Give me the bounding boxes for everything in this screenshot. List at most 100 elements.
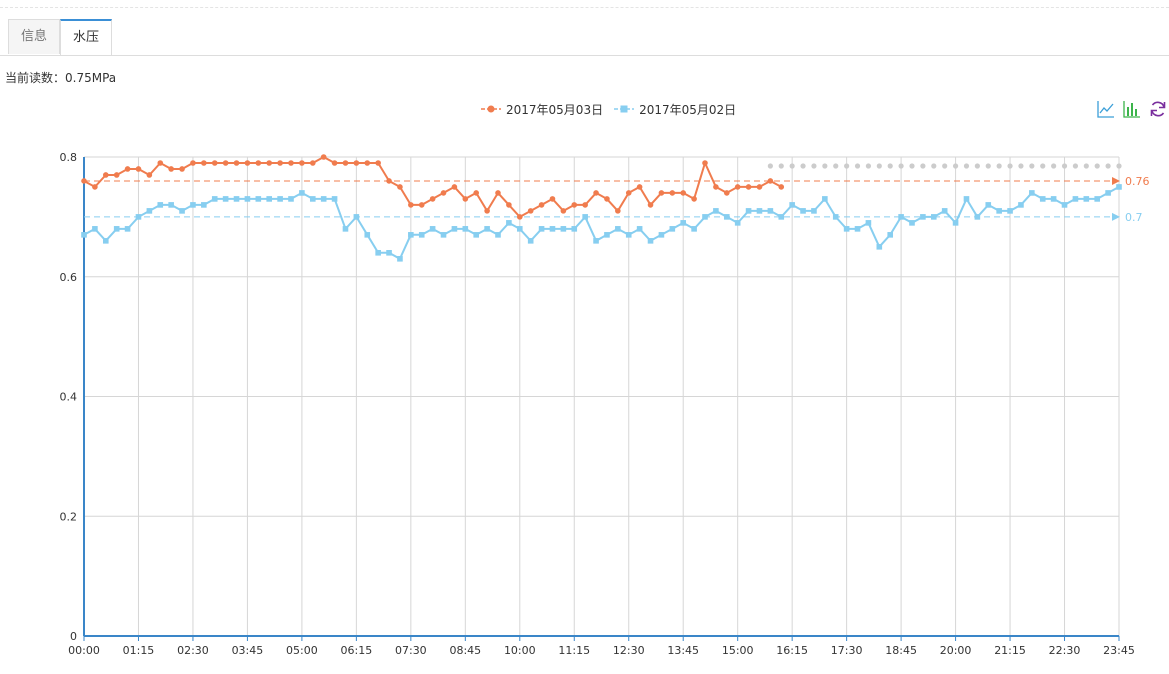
x-tick-label: 20:00 (940, 644, 972, 657)
series-2-point (615, 226, 621, 232)
series-1-point (756, 184, 763, 190)
series-2-point (1050, 196, 1057, 202)
series-1-point (625, 190, 632, 196)
y-tick-label: 0 (70, 630, 77, 643)
projection-point (789, 163, 795, 169)
series-2-point (1105, 190, 1111, 196)
projection-point (833, 163, 839, 169)
series-2-point (985, 202, 992, 208)
series-1-point (408, 202, 414, 208)
series-1-point (462, 196, 469, 202)
series-2-point (1018, 202, 1024, 208)
mark-line-arrow-icon (1112, 176, 1120, 185)
projection-point (767, 163, 773, 169)
x-tick-label: 21:15 (994, 644, 1026, 657)
series-2-point (832, 214, 839, 220)
series-1-point (222, 160, 229, 166)
projection-point (865, 163, 872, 169)
projection-point (996, 163, 1002, 169)
series-2-point (854, 226, 861, 232)
tab-info[interactable]: 信息 (8, 19, 61, 54)
projection-point (974, 163, 980, 169)
tab-bar: 信息 水压 (8, 19, 113, 56)
projection-point (985, 163, 991, 169)
series-2-point (604, 232, 610, 238)
series-1-point (309, 160, 316, 166)
series-2-point (941, 208, 948, 214)
series-2-point (691, 226, 697, 232)
y-tick-label: 0.2 (60, 510, 78, 523)
projection-point (1061, 163, 1068, 169)
x-tick-label: 12:30 (613, 644, 645, 657)
series-1-point (680, 190, 687, 196)
series-2-point (680, 220, 687, 226)
series-1-point (538, 202, 545, 208)
series-2-point (168, 202, 174, 208)
series-2-point (723, 214, 730, 220)
refresh-icon[interactable] (1149, 100, 1167, 118)
series-lines (81, 154, 1122, 262)
projection-point (909, 163, 915, 169)
series-1-point (233, 160, 240, 166)
projection-point (1007, 163, 1013, 169)
mark-line-arrow-icon (1112, 212, 1120, 221)
series-1-point (516, 214, 523, 220)
series-2-point (331, 196, 338, 202)
bar-chart-icon[interactable] (1123, 100, 1141, 118)
series-2-point (745, 208, 752, 214)
series-2-point (822, 196, 828, 202)
series-2-point (277, 196, 283, 202)
series-2-point (484, 226, 490, 232)
tab-water-pressure[interactable]: 水压 (60, 19, 113, 56)
series-2-point (734, 220, 741, 226)
line-chart-icon[interactable] (1097, 100, 1115, 118)
series-2-point (1007, 208, 1013, 214)
series-2-point (963, 196, 970, 202)
series-2-point (451, 226, 458, 232)
series-2-point (625, 232, 632, 238)
projection-point (1040, 163, 1046, 169)
series-2-point (309, 196, 316, 202)
series-2-point (811, 208, 817, 214)
series-1-point (81, 178, 87, 184)
series-1-point (440, 190, 447, 196)
series-1-point (560, 208, 567, 214)
projection-point (1094, 163, 1100, 169)
top-divider (0, 7, 1169, 8)
series-2-point (190, 202, 196, 208)
series-2-point (1061, 202, 1068, 208)
mark-line-label: 0.7 (1125, 211, 1143, 224)
series-1-point (604, 196, 610, 202)
series-2-point (222, 196, 229, 202)
legend-circle-marker-icon (481, 105, 501, 113)
mark-line-label: 0.76 (1125, 175, 1150, 188)
legend-square-marker-icon (614, 105, 635, 113)
legend-item-series-1[interactable]: 2017年05月03日 (480, 101, 603, 118)
series-1-point (135, 166, 142, 172)
series-2-point (201, 202, 207, 208)
legend-item-series-2[interactable]: 2017年05月02日 (613, 101, 736, 118)
series-2-point (527, 238, 534, 244)
x-tick-label: 13:45 (667, 644, 699, 657)
series-2-point (1116, 184, 1122, 190)
series-2-point (462, 226, 469, 232)
series-1-point (593, 190, 599, 196)
series-1-point (168, 166, 174, 172)
tab-underline (0, 55, 1169, 56)
series-1-point (146, 172, 153, 178)
series-2-point (211, 196, 218, 202)
current-reading: 当前读数：0.75MPa (5, 71, 117, 85)
series-2-point (255, 196, 262, 202)
series-2-point (418, 232, 425, 238)
series-2-point (887, 232, 894, 238)
series-1-point (364, 160, 371, 166)
series-1-point (92, 184, 98, 190)
grid-lines (84, 156, 1120, 636)
projection-point (1105, 163, 1111, 169)
series-2-point (876, 244, 883, 250)
projection-point (1029, 163, 1035, 169)
series-2-point (179, 208, 185, 214)
series-2-point (1029, 190, 1035, 196)
x-tick-label: 07:30 (395, 644, 427, 657)
series-1-point (778, 184, 785, 190)
